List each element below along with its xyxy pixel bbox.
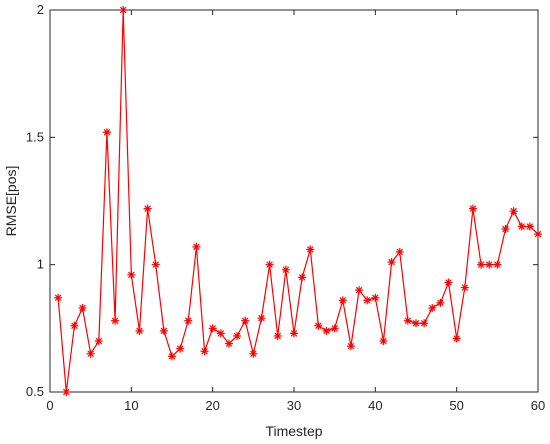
data-point-marker xyxy=(330,324,339,333)
y-tick-label: 1 xyxy=(37,257,44,272)
data-point-marker xyxy=(452,334,461,343)
data-point-marker xyxy=(379,337,388,346)
data-point-marker xyxy=(216,329,225,338)
data-point-marker xyxy=(111,316,120,325)
x-axis-ticks: 0 10 20 30 40 50 60 xyxy=(46,10,545,413)
data-point-marker xyxy=(70,321,79,330)
x-tick-label: 20 xyxy=(205,398,219,413)
data-point-marker xyxy=(460,283,469,292)
x-tick-label: 0 xyxy=(46,398,53,413)
x-tick-label: 50 xyxy=(449,398,463,413)
data-point-marker xyxy=(403,316,412,325)
data-point-marker xyxy=(322,326,331,335)
data-point-marker xyxy=(501,225,510,234)
data-point-marker xyxy=(86,349,95,358)
data-point-marker xyxy=(412,319,420,328)
data-point-marker xyxy=(517,222,526,231)
data-point-marker xyxy=(485,260,494,269)
data-point-marker xyxy=(119,6,128,14)
y-tick-label: 1.5 xyxy=(26,129,44,144)
data-point-marker xyxy=(143,204,152,213)
series-layer xyxy=(54,6,542,396)
x-tick-label: 10 xyxy=(124,398,138,413)
data-point-marker xyxy=(420,319,429,328)
data-point-marker xyxy=(525,222,534,231)
y-axis-ticks: 0.5 1 1.5 2 xyxy=(26,2,538,399)
data-point-marker xyxy=(94,337,103,346)
data-point-marker xyxy=(233,331,242,340)
data-point-marker xyxy=(184,316,193,325)
data-point-marker xyxy=(534,230,542,239)
data-point-marker xyxy=(159,326,168,335)
data-point-marker xyxy=(314,321,323,330)
data-point-marker xyxy=(241,316,250,325)
data-point-marker xyxy=(436,298,445,307)
data-point-marker xyxy=(395,247,404,256)
series-line xyxy=(57,9,539,393)
data-point-marker xyxy=(102,128,111,137)
data-point-marker xyxy=(346,342,355,351)
data-point-marker xyxy=(306,245,315,254)
data-point-marker xyxy=(151,260,160,269)
data-point-marker xyxy=(428,303,437,312)
data-point-marker xyxy=(355,286,364,295)
x-tick-label: 60 xyxy=(531,398,545,413)
data-point-marker xyxy=(257,314,266,323)
y-tick-label: 0.5 xyxy=(26,384,44,399)
data-point-marker xyxy=(62,388,71,396)
data-point-marker xyxy=(281,265,290,274)
data-point-marker xyxy=(249,349,258,358)
data-point-marker xyxy=(54,293,63,302)
y-tick-label: 2 xyxy=(37,2,44,17)
data-point-marker xyxy=(273,331,282,340)
x-tick-label: 40 xyxy=(368,398,382,413)
data-point-marker xyxy=(387,258,396,267)
data-point-marker xyxy=(338,296,347,305)
data-point-marker xyxy=(192,242,201,251)
x-axis-label: Timestep xyxy=(265,423,322,439)
data-point-marker xyxy=(363,296,372,305)
y-axis-label: RMSE[pos] xyxy=(3,166,19,237)
plot-area xyxy=(49,9,539,393)
data-point-marker xyxy=(477,260,486,269)
data-point-marker xyxy=(468,204,477,213)
x-tick-label: 30 xyxy=(287,398,301,413)
data-point-marker xyxy=(135,326,144,335)
data-point-marker xyxy=(444,278,453,287)
data-point-marker xyxy=(509,207,518,216)
data-point-marker xyxy=(493,260,502,269)
data-point-marker xyxy=(224,339,233,348)
data-point-marker xyxy=(208,324,217,333)
data-point-marker xyxy=(371,293,380,302)
data-point-marker xyxy=(298,273,307,282)
data-point-marker xyxy=(176,344,185,353)
data-point-marker xyxy=(200,347,209,356)
data-point-marker xyxy=(265,260,274,269)
data-point-marker xyxy=(78,303,87,312)
data-point-marker xyxy=(168,352,176,361)
data-point-marker xyxy=(127,270,136,279)
data-point-marker xyxy=(290,329,298,338)
